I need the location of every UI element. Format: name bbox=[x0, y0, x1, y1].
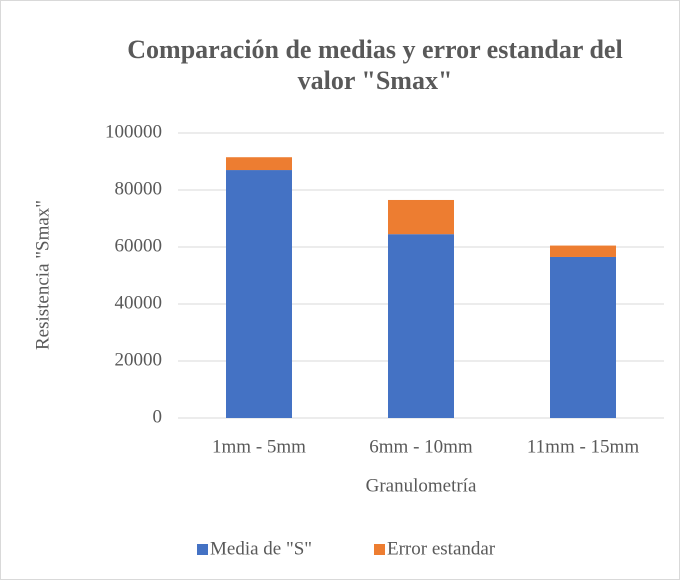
y-tick-label: 100000 bbox=[105, 121, 162, 142]
bar-segment bbox=[226, 170, 292, 418]
x-tick-label: 11mm - 15mm bbox=[527, 436, 639, 457]
legend-swatch bbox=[197, 544, 208, 555]
bar-segment bbox=[550, 256, 616, 418]
bar-segment bbox=[388, 199, 454, 235]
x-tick-label: 6mm - 10mm bbox=[369, 436, 473, 457]
x-tick-label: 1mm - 5mm bbox=[212, 436, 306, 457]
legend-swatch bbox=[374, 544, 385, 555]
x-axis-label: Granulometría bbox=[366, 475, 477, 496]
chart-title: Comparación de medias y error estandar d… bbox=[127, 35, 623, 95]
legend-label: Media de "S" bbox=[210, 538, 312, 559]
legend-label: Error estandar bbox=[387, 538, 496, 559]
bar-segment bbox=[226, 157, 292, 171]
bar-segment bbox=[388, 234, 454, 418]
y-tick-label: 80000 bbox=[115, 178, 163, 199]
y-tick-label: 40000 bbox=[115, 292, 163, 313]
y-axis-label: Resistencia "Smax" bbox=[32, 200, 53, 350]
bar-segment bbox=[550, 245, 616, 257]
y-tick-label: 0 bbox=[153, 406, 163, 427]
y-tick-label: 60000 bbox=[115, 235, 163, 256]
y-tick-label: 20000 bbox=[115, 349, 163, 370]
